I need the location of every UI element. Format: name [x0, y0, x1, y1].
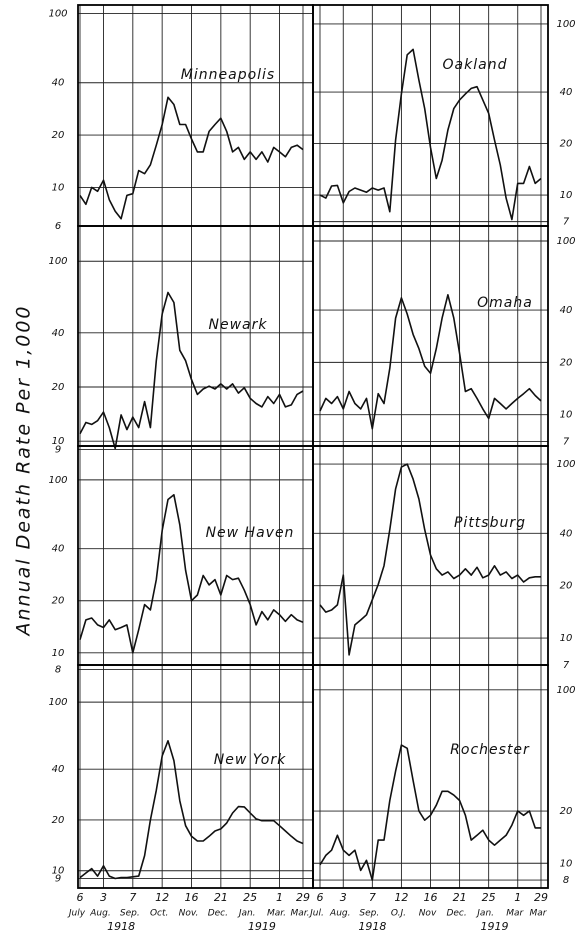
x-tick-label: 6	[317, 891, 324, 904]
y-tick-label: 20	[52, 596, 65, 607]
x-tick-label: 29	[296, 891, 310, 904]
data-line	[319, 463, 541, 656]
panel-title: New Haven	[206, 525, 295, 541]
y-tick-label: 100	[48, 256, 67, 267]
y-tick-label: 10	[560, 858, 573, 869]
month-label: Mar	[530, 909, 548, 919]
month-label: Aug.	[329, 909, 350, 919]
month-label: Aug.	[89, 909, 110, 919]
y-tick-label: 20	[560, 357, 573, 368]
y-tick-label: 10	[52, 866, 65, 877]
x-tick-label: 12	[394, 891, 408, 904]
y-tick-label: 100	[556, 236, 575, 247]
y-axis-label: Annual Death Rate Per 1,000	[13, 305, 35, 638]
y-tick-label: 40	[560, 305, 573, 316]
y-tick-label: 100	[556, 19, 575, 30]
month-label: Mar.	[290, 909, 309, 919]
year-label: 1918	[107, 920, 135, 933]
y-tick-label: 100	[556, 685, 575, 696]
month-label: Jan.	[475, 909, 494, 919]
y-tick-label: 9	[55, 444, 61, 455]
y-tick-label: 10	[52, 182, 65, 193]
x-tick-label: 7	[129, 891, 136, 904]
y-tick-label: 7	[563, 217, 570, 228]
y-tick-label: 7	[563, 660, 570, 671]
month-label: July	[67, 909, 86, 919]
y-tick-label: 10	[560, 410, 573, 421]
x-tick-label: 1	[514, 891, 521, 904]
y-tick-label: 40	[52, 764, 65, 775]
y-tick-label: 9	[55, 873, 61, 884]
y-tick-label: 40	[560, 87, 573, 98]
month-label: Sep.	[120, 909, 140, 919]
panel-title: Oakland	[443, 57, 508, 73]
y-tick-label: 10	[52, 648, 65, 659]
y-tick-label: 40	[52, 78, 65, 89]
month-label: Mar.	[267, 909, 286, 919]
month-label: Jan.	[237, 909, 256, 919]
panel-title: Rochester	[450, 742, 530, 758]
y-tick-label: 20	[560, 581, 573, 592]
x-tick-label: 3	[100, 891, 107, 904]
y-tick-label: 7	[563, 437, 570, 448]
x-tick-label: 3	[340, 891, 347, 904]
x-tick-label: 6	[77, 891, 84, 904]
y-tick-label: 10	[52, 436, 65, 447]
data-line	[79, 494, 304, 654]
month-label: Nov.	[179, 909, 199, 919]
panel-title: Minneapolis	[181, 67, 275, 83]
y-tick-label: 20	[52, 815, 65, 826]
y-tick-label: 20	[560, 806, 573, 817]
data-line	[79, 96, 304, 220]
year-label: 1919	[248, 920, 276, 933]
x-tick-label: 21	[453, 891, 467, 904]
x-tick-label: 25	[482, 891, 496, 904]
panel-title: New York	[214, 752, 286, 768]
month-label: Sep.	[359, 909, 379, 919]
y-tick-label: 20	[560, 139, 573, 150]
y-tick-label: 8	[563, 875, 569, 886]
y-tick-label: 20	[52, 382, 65, 393]
data-line	[79, 740, 304, 880]
y-tick-label: 100	[48, 697, 67, 708]
data-line	[79, 291, 304, 450]
y-tick-label: 100	[48, 9, 67, 20]
y-tick-label: 20	[52, 130, 65, 141]
y-tick-label: 100	[556, 459, 575, 470]
month-label: Mar	[506, 909, 524, 919]
month-label: Nov	[419, 909, 437, 919]
x-tick-label: 16	[185, 891, 199, 904]
x-tick-label: 16	[424, 891, 438, 904]
y-tick-label: 6	[55, 221, 61, 232]
panel-border	[312, 664, 549, 889]
x-tick-label: 12	[155, 891, 169, 904]
x-tick-label: 7	[369, 891, 376, 904]
y-tick-label: 40	[52, 544, 65, 555]
y-tick-label: 10	[560, 633, 573, 644]
month-label: Dec.	[446, 909, 466, 919]
panel-title: Newark	[209, 317, 268, 333]
data-line	[319, 48, 542, 221]
year-label: 1918	[358, 920, 386, 933]
data-line	[319, 294, 542, 430]
y-tick-label: 8	[55, 665, 61, 676]
panel-title: Omaha	[477, 295, 533, 311]
y-tick-label: 40	[52, 328, 65, 339]
year-label: 1919	[480, 920, 508, 933]
panel-title: Pittsburg	[454, 515, 526, 531]
data-line	[319, 744, 541, 881]
month-label: Jul.	[308, 909, 324, 919]
y-tick-label: 100	[48, 475, 67, 486]
x-tick-label: 29	[534, 891, 548, 904]
y-tick-label: 40	[560, 528, 573, 539]
x-tick-label: 21	[214, 891, 228, 904]
month-label: Dec.	[208, 909, 228, 919]
month-label: Oct.	[150, 909, 168, 919]
y-tick-label: 10	[560, 190, 573, 201]
x-tick-label: 25	[243, 891, 257, 904]
month-label: O.J.	[391, 909, 406, 919]
x-tick-label: 1	[276, 891, 283, 904]
